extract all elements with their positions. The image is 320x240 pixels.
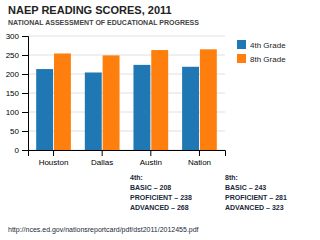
y-axis: 0 50 100 150 200 250 300 [6,32,29,155]
x-tick: Houston [39,150,69,167]
annotation: http://nces.ed.gov/nationsreportcard/pdf… [8,226,199,234]
grid-line [28,36,225,37]
bar [85,72,102,150]
annotation: 8th: [225,174,238,181]
y-tick-mark [22,55,28,56]
annotation: BASIC – 243 [225,184,266,191]
annotation: PROFICIENT – 238 [130,194,192,201]
y-tick: 0 [15,146,28,155]
x-tick-label: Austin [140,158,162,167]
bar [200,49,217,150]
y-tick-mark [22,36,28,37]
annotation: 4th: [130,174,143,181]
x-axis-line [29,151,226,157]
y-tick-mark [22,150,28,151]
x-tick: Dallas [91,150,113,167]
x-tick: Nation [188,150,211,167]
annotation: BASIC – 208 [130,184,171,191]
y-tick-label: 150 [6,89,20,98]
y-tick: 300 [6,32,28,41]
x-tick-mark [150,150,151,156]
legend-label: 4th Grade [250,41,286,50]
legend-item: 4th Grade [237,40,286,50]
title: NAEP READING SCORES, 2011 [8,4,172,16]
bar [133,65,150,150]
y-tick-label: 100 [6,108,20,117]
y-tick-label: 300 [6,32,20,41]
y-tick-label: 50 [10,127,19,136]
y-tick-label: 0 [15,146,20,155]
y-axis-line [22,37,29,151]
annotations: http://nces.ed.gov/nationsreportcard/pdf… [8,174,287,234]
chart: NAEP READING SCORES, 2011 NATIONAL ASSESS… [0,0,320,240]
bar [103,55,120,150]
y-tick-mark [22,131,28,132]
y-tick: 50 [10,127,28,136]
legend-item: 8th Grade [237,54,286,64]
bar [151,50,168,150]
subtitle: NATIONAL ASSESSMENT OF EDUCATIONAL PROGR… [8,19,199,26]
y-tick: 200 [6,70,28,79]
x-tick-mark [199,150,200,156]
y-tick-mark [22,74,28,75]
x-tick-mark [53,150,54,156]
bar [36,69,53,150]
plot: 0 50 100 150 200 250 300 Houston Dallas Austin Nat… [6,32,226,167]
y-tick: 150 [6,89,28,98]
annotation: PROFICIENT – 281 [225,194,287,201]
bars [36,49,217,150]
annotation: ADVANCED – 323 [225,204,284,211]
x-tick-label: Nation [188,158,211,167]
legend-swatch [237,40,246,49]
y-tick-label: 200 [6,70,20,79]
legend: 4th Grade 8th Grade [237,40,286,64]
y-tick: 250 [6,51,28,60]
y-tick: 100 [6,108,28,117]
legend-label: 8th Grade [250,55,286,64]
x-tick-label: Houston [39,158,69,167]
x-tick: Austin [140,150,162,167]
x-tick-mark [102,150,103,156]
bar-series [54,49,217,150]
bar [54,53,71,150]
y-tick-mark [22,112,28,113]
x-axis: Houston Dallas Austin Nation [29,150,226,167]
x-tick-label: Dallas [91,158,113,167]
y-tick-mark [22,93,28,94]
y-tick-label: 250 [6,51,20,60]
legend-swatch [237,54,246,63]
grid [28,36,225,150]
bar [182,67,199,150]
annotation: ADVANCED – 268 [130,204,189,211]
